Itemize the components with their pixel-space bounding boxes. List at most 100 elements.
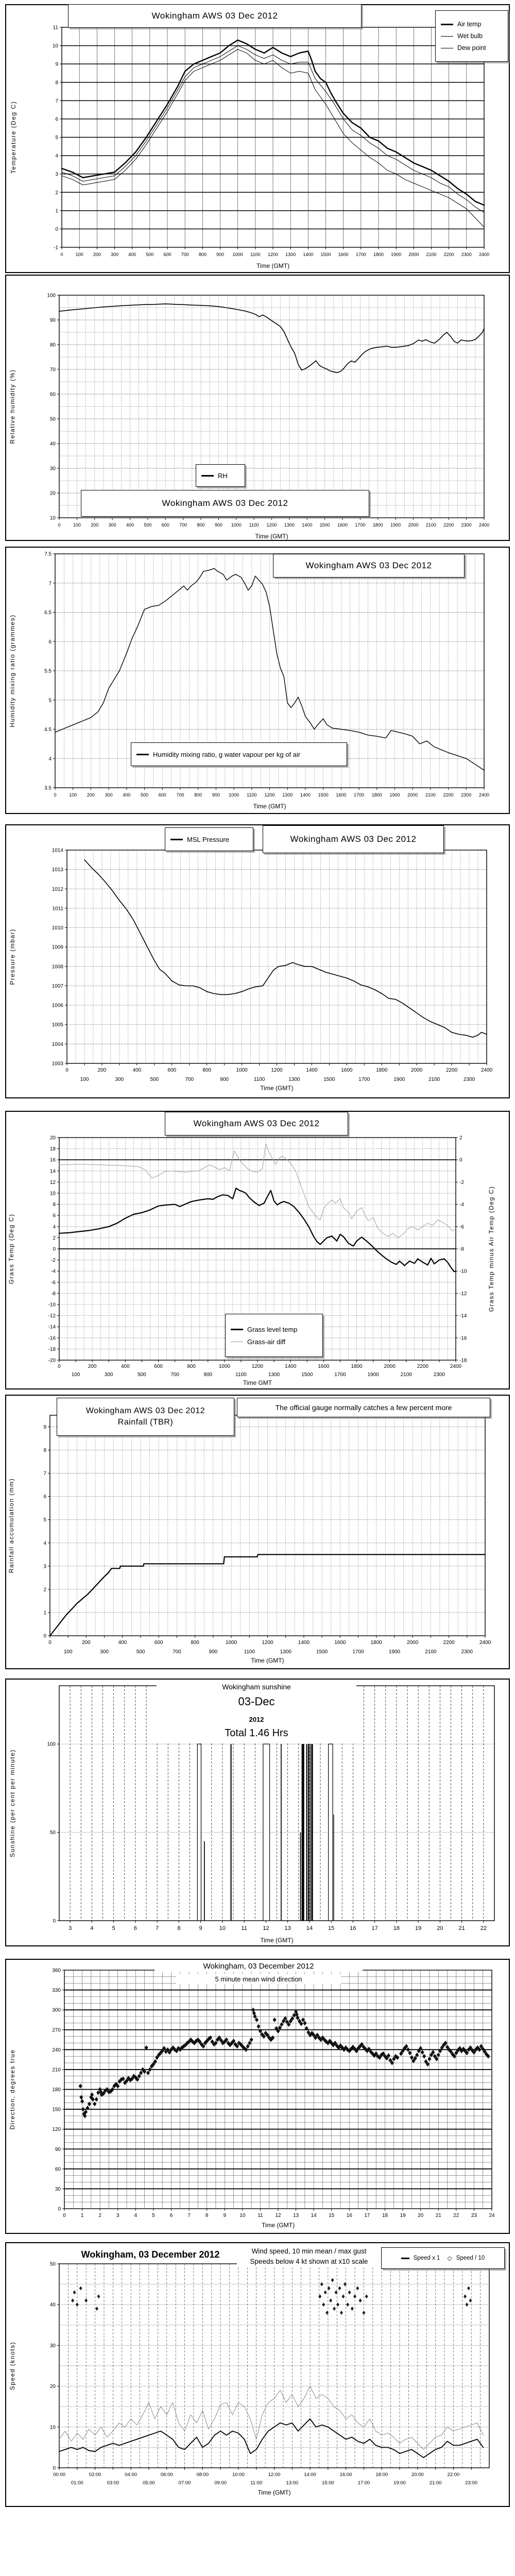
svg-text:700: 700 [185, 1077, 194, 1082]
svg-text:1000: 1000 [229, 792, 239, 798]
svg-text:Time (GMT): Time (GMT) [260, 1937, 293, 1944]
svg-text:05:00: 05:00 [143, 2480, 155, 2486]
svg-text:Time (GMT): Time (GMT) [262, 2222, 295, 2229]
svg-text:-20: -20 [48, 1358, 56, 1364]
svg-text:360: 360 [52, 1968, 61, 1974]
svg-text:2400: 2400 [481, 1067, 493, 1073]
svg-text:0: 0 [459, 1158, 462, 1163]
svg-text:100: 100 [72, 1372, 80, 1378]
svg-text:-2: -2 [459, 1180, 464, 1185]
svg-text:240: 240 [52, 2047, 61, 2053]
legend-item: Air temp [441, 21, 482, 28]
svg-text:2300: 2300 [461, 1649, 473, 1655]
svg-text:1400: 1400 [306, 1067, 318, 1073]
svg-text:-14: -14 [459, 1313, 467, 1319]
svg-text:40: 40 [50, 442, 56, 447]
chart-subtitle: 5 minute mean wind direction [176, 1974, 341, 1984]
svg-text:100: 100 [73, 522, 81, 528]
legend: Speed x 1 ◇ Speed / 10 [381, 2247, 505, 2269]
svg-text:210: 210 [52, 2067, 61, 2073]
svg-text:-4: -4 [459, 1202, 464, 1208]
svg-text:2200: 2200 [443, 792, 454, 798]
svg-text:1200: 1200 [266, 522, 277, 528]
svg-text:14: 14 [50, 1168, 56, 1174]
sunshine-title: Wokingham sunshine [222, 1683, 291, 1691]
svg-text:1100: 1100 [244, 1649, 255, 1655]
svg-text:-1: -1 [54, 245, 58, 251]
svg-text:7: 7 [48, 581, 52, 586]
svg-text:7.5: 7.5 [44, 552, 52, 557]
svg-text:2400: 2400 [479, 1640, 491, 1646]
line-swatch [441, 36, 453, 37]
svg-text:1000: 1000 [231, 522, 242, 528]
svg-text:300: 300 [111, 252, 118, 257]
svg-text:4.5: 4.5 [44, 727, 52, 733]
svg-text:400: 400 [118, 1640, 127, 1646]
svg-text:40: 40 [50, 2302, 56, 2308]
svg-text:Time (GMT): Time (GMT) [253, 803, 286, 810]
wind-speed-note-2: Speeds below 4 kt shown at x10 scale [250, 2257, 368, 2265]
svg-text:50: 50 [50, 1830, 56, 1836]
svg-text:1000: 1000 [226, 1640, 237, 1646]
svg-text:0: 0 [58, 2207, 61, 2212]
svg-text:0: 0 [65, 1067, 68, 1073]
svg-text:1005: 1005 [52, 1022, 64, 1028]
svg-text:1800: 1800 [373, 522, 383, 528]
svg-text:200: 200 [91, 522, 98, 528]
svg-text:16: 16 [350, 1925, 356, 1931]
svg-text:4: 4 [53, 1224, 56, 1230]
svg-text:7: 7 [43, 1471, 46, 1477]
chart-title: Wokingham AWS 03 Dec 2012 Rainfall (TBR) [57, 1398, 234, 1436]
svg-text:800: 800 [191, 1640, 199, 1646]
legend-item: Humidity mixing ratio, g water vapour pe… [136, 751, 300, 758]
svg-text:1500: 1500 [320, 522, 330, 528]
rainfall-chart: 0 1 2 3 4 5 6 7 8 9 0 100 200 300 400 500 600 700 800 900 10… [6, 1396, 509, 1668]
svg-text:1014: 1014 [52, 848, 64, 854]
svg-text:4: 4 [48, 756, 52, 762]
svg-text:21: 21 [436, 2213, 442, 2218]
svg-text:2: 2 [53, 1235, 56, 1241]
svg-text:1500: 1500 [320, 252, 331, 257]
panel-rainfall: 0 1 2 3 4 5 6 7 8 9 0 100 200 300 400 500 600 700 800 900 10… [5, 1395, 510, 1669]
svg-text:7: 7 [156, 1925, 159, 1931]
svg-text:0: 0 [55, 227, 58, 232]
chart-title-text: Wokingham AWS 03 Dec 2012 [85, 1406, 205, 1415]
panel-relative-humidity: 10 20 30 40 50 60 70 80 90 100 0 100 200 300 400 500 600… [5, 275, 510, 541]
svg-text:30: 30 [50, 2343, 56, 2349]
svg-text:1004: 1004 [52, 1042, 64, 1047]
legend: RH [196, 464, 245, 487]
svg-text:1500: 1500 [323, 1077, 335, 1082]
svg-text:1300: 1300 [285, 252, 296, 257]
svg-text:0: 0 [53, 1919, 56, 1924]
svg-text:5: 5 [48, 698, 52, 703]
svg-text:01:00: 01:00 [71, 2480, 83, 2486]
chart-title: Wokingham, 03 December 2012 [154, 1961, 363, 1972]
svg-text:Grass Temp minus Air Temp (Deg: Grass Temp minus Air Temp (Deg C) [488, 1186, 495, 1312]
svg-text:5: 5 [55, 135, 58, 141]
svg-text:2200: 2200 [443, 1640, 455, 1646]
svg-text:11: 11 [241, 1925, 247, 1931]
svg-text:900: 900 [209, 1649, 218, 1655]
line-swatch [401, 2257, 409, 2259]
svg-text:1400: 1400 [285, 1364, 297, 1369]
svg-text:02:00: 02:00 [89, 2472, 101, 2478]
svg-text:1000: 1000 [219, 1364, 231, 1369]
svg-text:1100: 1100 [247, 792, 256, 798]
svg-text:500: 500 [146, 252, 153, 257]
svg-text:2200: 2200 [446, 1067, 458, 1073]
svg-text:00:00: 00:00 [53, 2472, 65, 2478]
svg-text:1400: 1400 [302, 522, 312, 528]
svg-text:Time GMT: Time GMT [243, 1379, 272, 1386]
svg-text:800: 800 [202, 1067, 211, 1073]
svg-text:2000: 2000 [407, 792, 418, 798]
svg-text:1100: 1100 [250, 252, 260, 257]
line-swatch [201, 474, 214, 477]
svg-text:20: 20 [50, 2384, 56, 2389]
svg-text:2200: 2200 [443, 522, 454, 528]
svg-text:12: 12 [275, 2213, 281, 2218]
line-swatch [231, 1328, 243, 1330]
panel-temperature: -1 0 1 2 3 4 5 6 7 8 9 10 11 0 100 200 300 400 500 600 700 80… [5, 4, 510, 273]
chart-title-text: Wokingham AWS 03 Dec 2012 [290, 834, 417, 844]
svg-text:1600: 1600 [341, 1067, 353, 1073]
svg-text:23: 23 [471, 2213, 477, 2218]
